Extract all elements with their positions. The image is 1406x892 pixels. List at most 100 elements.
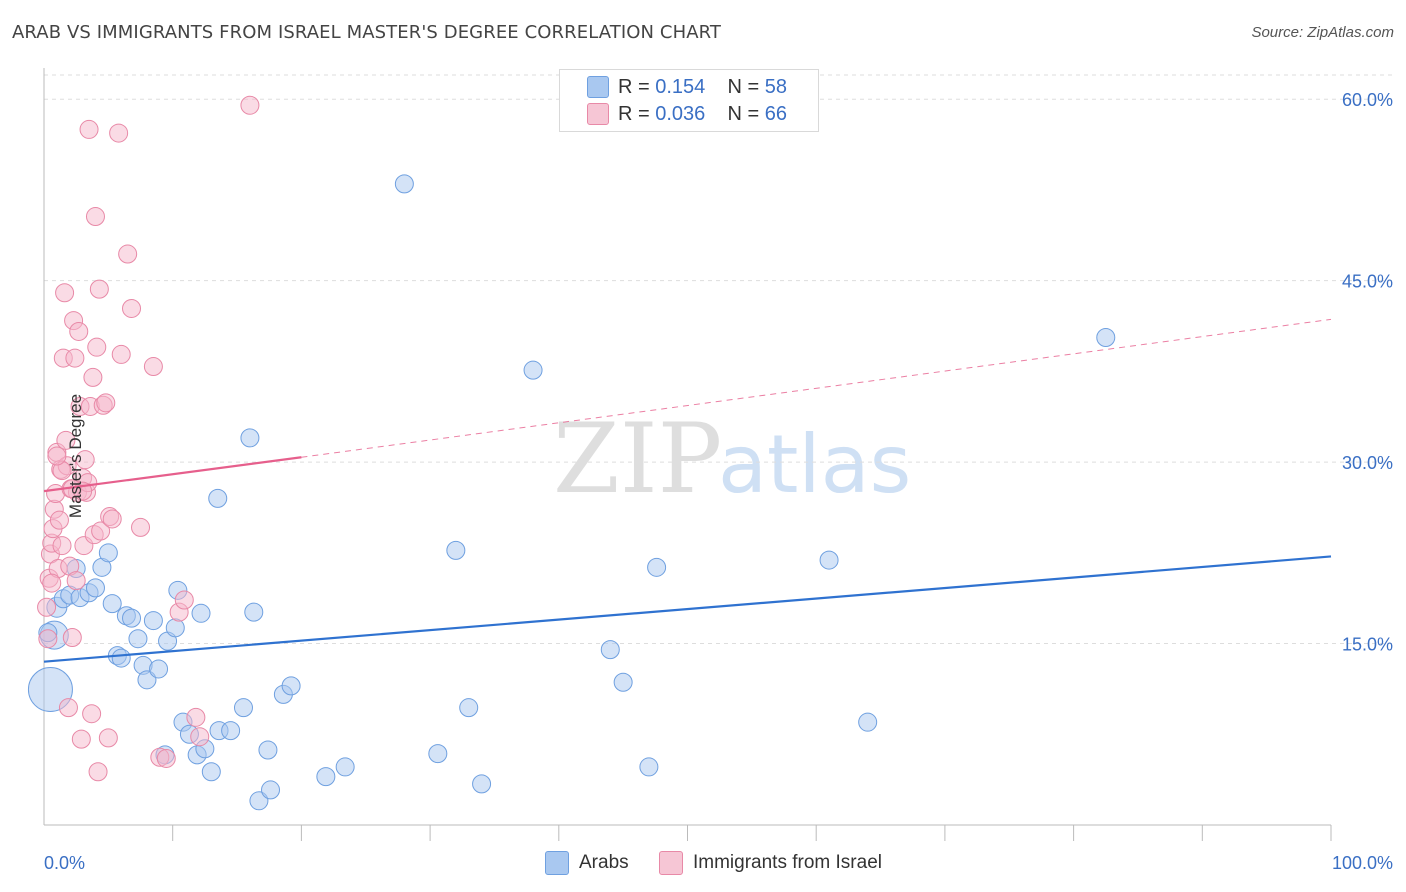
- israel-point: [98, 728, 118, 748]
- arab-point: [459, 698, 479, 718]
- y-tick-label: 60.0%: [1342, 90, 1393, 110]
- y-axis-label: Master's Degree: [66, 393, 86, 519]
- arab-point: [335, 757, 355, 777]
- arab-point: [1096, 328, 1116, 347]
- israel-point: [42, 573, 62, 593]
- israel-point: [49, 510, 69, 530]
- arab-point: [143, 611, 163, 631]
- israel-point: [37, 597, 57, 617]
- arab-point: [428, 744, 448, 764]
- israel-point: [55, 283, 75, 303]
- israel-point: [66, 571, 86, 591]
- israel-point: [83, 367, 103, 387]
- arab-point: [240, 428, 260, 448]
- series-legend: Arabs Immigrants from Israel: [0, 851, 1406, 877]
- legend-row-israel: R = 0.036 N = 66: [587, 102, 787, 126]
- israel-point: [96, 393, 116, 413]
- israel-point: [240, 95, 260, 115]
- arab-point: [233, 698, 253, 718]
- series-label-arabs: Arabs: [579, 852, 629, 873]
- arab-point: [647, 557, 667, 577]
- y-tick-label: 15.0%: [1342, 635, 1393, 655]
- israel-point: [156, 748, 176, 768]
- israel-point: [52, 536, 72, 556]
- arab-point: [472, 774, 492, 794]
- israel-point: [118, 244, 138, 264]
- arab-point: [85, 578, 105, 598]
- israel-point: [56, 430, 76, 450]
- chart-title: ARAB VS IMMIGRANTS FROM ISRAEL MASTER'S …: [12, 22, 722, 43]
- israel-point: [174, 590, 194, 610]
- source-label: Source: ZipAtlas.com: [1251, 24, 1394, 41]
- israel-trend-line-dashed: [301, 318, 1332, 458]
- israel-point: [75, 450, 95, 470]
- israel-point: [38, 629, 58, 649]
- israel-point: [89, 279, 109, 299]
- israel-point: [186, 707, 206, 727]
- arab-point: [128, 629, 148, 649]
- israel-point: [47, 446, 67, 466]
- arab-point: [98, 543, 118, 563]
- arab-point: [191, 603, 211, 623]
- series-swatch-israel: [659, 851, 683, 875]
- arab-point: [281, 676, 301, 696]
- israel-point: [65, 348, 85, 368]
- legend-row-arabs: R = 0.154 N = 58: [587, 75, 788, 99]
- israel-point: [122, 298, 142, 318]
- legend-n-label: N =: [727, 102, 765, 125]
- series-legend-arabs[interactable]: Arabs: [545, 851, 629, 875]
- legend-swatch-arabs: [587, 76, 609, 98]
- arab-point: [137, 670, 157, 690]
- legend-r-label: R =: [618, 75, 656, 98]
- israel-point: [71, 729, 91, 749]
- israel-point: [62, 628, 82, 647]
- israel-point: [69, 321, 89, 341]
- legend-swatch-israel: [587, 103, 609, 125]
- arab-point: [446, 540, 466, 560]
- legend-r-value: 0.154: [655, 75, 706, 98]
- arab-point: [639, 757, 659, 777]
- arab-point: [819, 550, 839, 570]
- arab-point: [244, 602, 264, 622]
- y-tick-label: 30.0%: [1342, 453, 1393, 473]
- series-label-israel: Immigrants from Israel: [693, 852, 882, 873]
- arab-point: [111, 648, 131, 668]
- israel-point: [87, 337, 107, 357]
- israel-point: [109, 123, 129, 143]
- israel-point: [131, 517, 151, 537]
- israel-point: [58, 698, 78, 718]
- israel-point: [143, 357, 163, 377]
- israel-point: [82, 704, 102, 724]
- arab-point: [122, 608, 142, 628]
- arab-point: [613, 672, 633, 692]
- israel-point: [111, 344, 131, 364]
- israel-point: [85, 207, 105, 227]
- x-tick-label-min: 0.0%: [44, 853, 85, 873]
- arab-point: [27, 667, 73, 713]
- arab-point: [858, 712, 878, 732]
- arab-point: [102, 594, 122, 614]
- arab-point: [165, 618, 185, 638]
- arab-point: [149, 659, 169, 679]
- arab-point: [208, 488, 228, 508]
- arab-point: [600, 640, 620, 660]
- series-swatch-arabs: [545, 851, 569, 875]
- arab-trend-line: [43, 555, 1332, 663]
- israel-point: [79, 119, 99, 139]
- israel-point: [91, 521, 111, 541]
- legend-r-value: 0.036: [655, 102, 706, 125]
- y-tick-label: 45.0%: [1342, 272, 1393, 292]
- israel-point: [88, 762, 108, 782]
- watermark-zip: ZIP: [553, 403, 722, 515]
- series-legend-israel[interactable]: Immigrants from Israel: [659, 851, 882, 875]
- israel-point: [190, 727, 210, 747]
- arab-point: [249, 791, 269, 811]
- arab-point: [523, 360, 543, 380]
- israel-trend-line-solid: [43, 456, 302, 493]
- israel-point: [102, 509, 122, 529]
- arab-point: [258, 740, 278, 760]
- stats-legend: R = 0.154 N = 58 R = 0.036 N = 66: [559, 69, 819, 132]
- legend-n-value: 58: [764, 75, 788, 98]
- arab-point: [221, 721, 241, 741]
